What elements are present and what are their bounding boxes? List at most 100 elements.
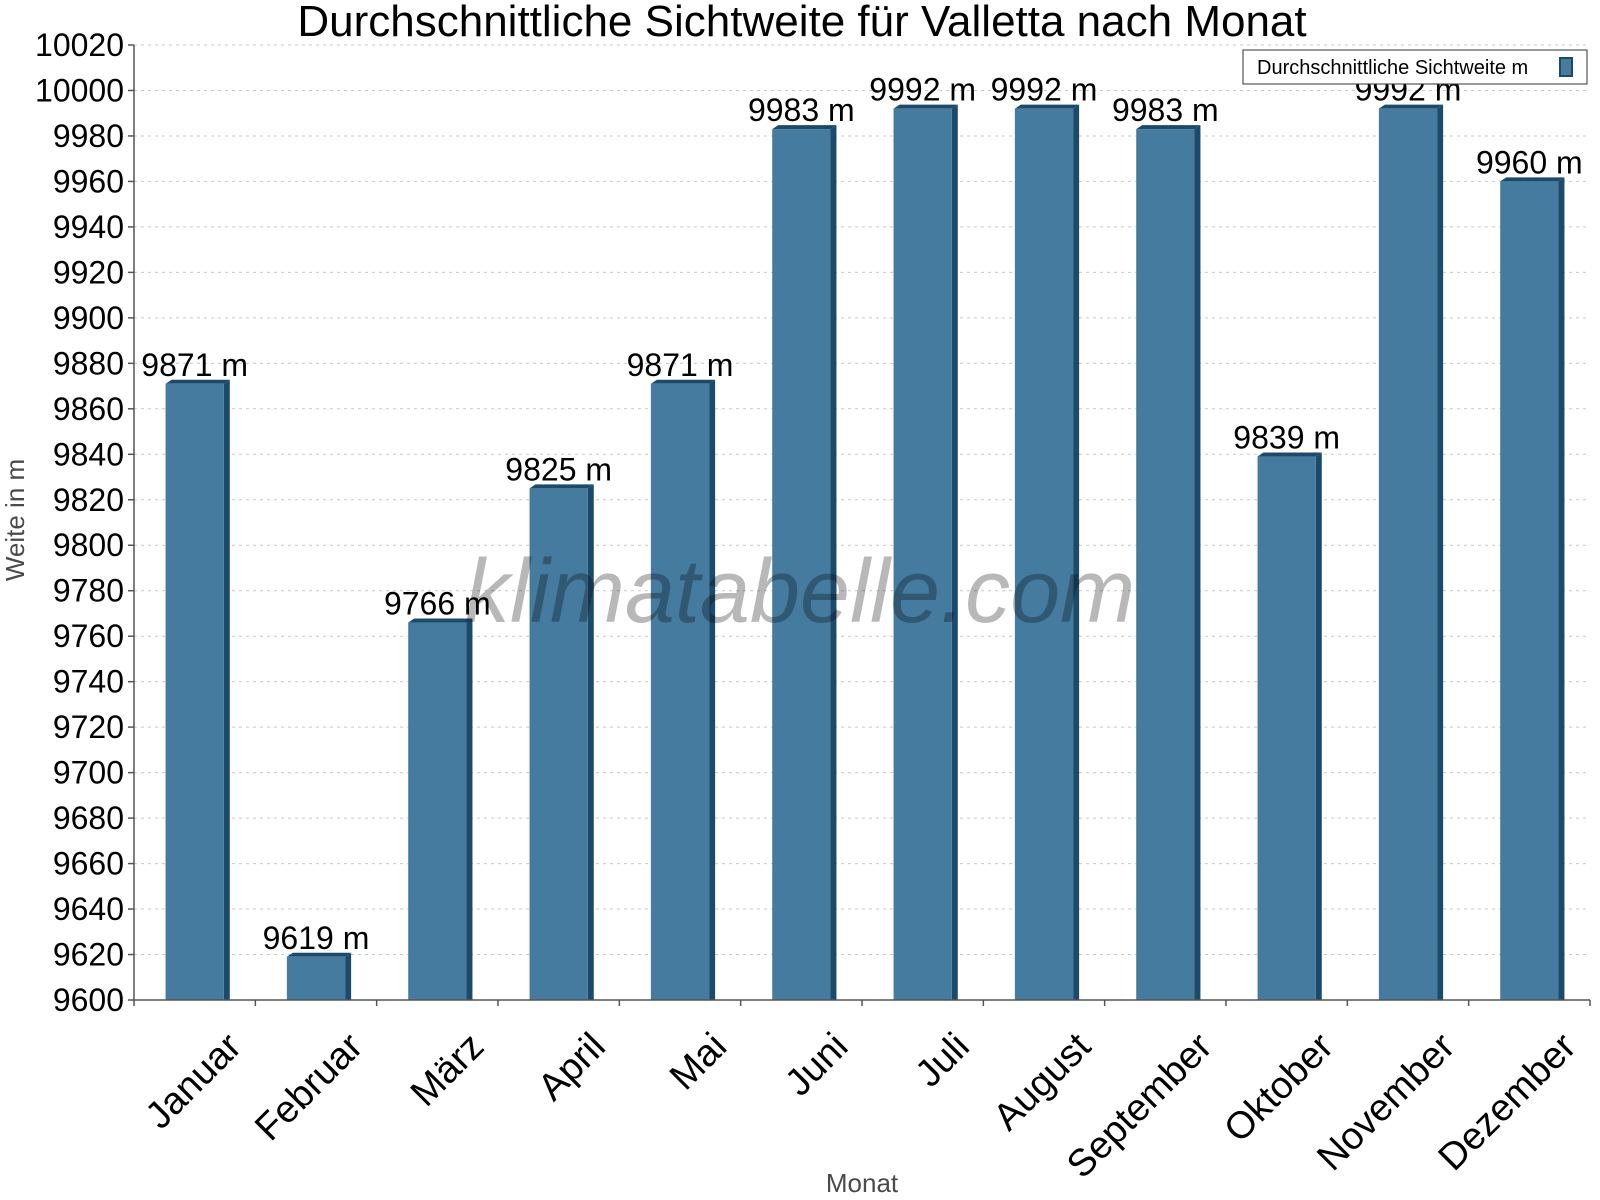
x-tick-label: August: [986, 1025, 1100, 1139]
bar: [165, 379, 230, 1000]
x-tick-label: Oktober: [1216, 1025, 1342, 1151]
bar: [1378, 104, 1444, 1000]
gridlines: [134, 44, 1590, 956]
y-tick-label: 10020: [35, 27, 124, 63]
legend-label: Durchschnittliche Sichtweite m: [1257, 57, 1528, 79]
watermark: klimatabelle.com: [465, 542, 1135, 642]
bar: [1500, 177, 1565, 1000]
y-tick-label: 9800: [53, 527, 124, 563]
bar-top: [1257, 452, 1322, 457]
bar-front: [286, 956, 346, 1000]
y-tick-label: 9720: [53, 709, 124, 745]
data-labels: 9871 m 9619 m 9766 m 9825 m 9871 m 9983 m 9992…: [141, 72, 1582, 956]
legend-swatch: [1559, 57, 1573, 77]
x-tick-label: Januar: [138, 1025, 250, 1137]
bar-top: [650, 379, 716, 384]
x-axis-title: Monat: [826, 1168, 899, 1198]
bar-front: [529, 488, 588, 1000]
bar-side: [587, 484, 594, 1001]
bar: [408, 618, 473, 1000]
y-tick-label: 9700: [53, 755, 124, 791]
y-tick-label: 9980: [53, 118, 124, 154]
y-tick-label: 9680: [53, 800, 124, 836]
bar-front: [408, 622, 467, 1000]
data-label: 9839 m: [1233, 420, 1340, 456]
bar-side: [1194, 125, 1201, 1000]
bar: [1014, 104, 1080, 1000]
bar-side: [830, 125, 837, 1000]
bar-front: [1014, 108, 1074, 1000]
data-label: 9619 m: [263, 920, 370, 956]
bar-top: [1136, 125, 1201, 130]
bar-front: [1136, 129, 1195, 1000]
bar: [772, 125, 837, 1000]
bar-front: [893, 108, 952, 1000]
bar-top: [1378, 104, 1444, 109]
y-tick-label: 9660: [53, 846, 124, 882]
legend: Durchschnittliche Sichtweite m: [1242, 49, 1588, 85]
bar-side: [951, 104, 958, 1000]
bars: [165, 104, 1565, 1001]
y-tick-label: 9760: [53, 618, 124, 654]
data-label: 9992 m: [869, 72, 976, 108]
bar-side: [709, 379, 716, 1000]
data-label: 9871 m: [141, 347, 248, 383]
chart-title: Durchschnittliche Sichtweite für Vallett…: [297, 0, 1306, 46]
y-tick-label: 9900: [53, 300, 124, 336]
bar-top: [1500, 177, 1565, 182]
bar-front: [165, 383, 224, 1000]
bar-side: [466, 618, 473, 1000]
y-tick-labels: 9600 9620 9640 9660 9680 9700 9720 9740 9760 9780…: [35, 27, 134, 1018]
data-label: 9825 m: [505, 451, 612, 487]
bar-front: [1500, 181, 1559, 1000]
y-tick-label: 9840: [53, 436, 124, 472]
bar-front: [1378, 108, 1438, 1000]
data-label: 9983 m: [1112, 92, 1219, 128]
y-tick-label: 9940: [53, 209, 124, 245]
bar-side: [223, 379, 230, 1000]
bar: [1257, 452, 1322, 1000]
y-tick-label: 9740: [53, 664, 124, 700]
data-label: 9983 m: [748, 92, 855, 128]
bar: [1136, 125, 1201, 1000]
y-tick-label: 9820: [53, 482, 124, 518]
x-tick-label: April: [530, 1025, 613, 1108]
bar-side: [1558, 177, 1565, 1000]
y-tick-label: 9920: [53, 254, 124, 290]
y-tick-label: 9860: [53, 391, 124, 427]
legend-box: [1242, 49, 1588, 85]
bar-side: [1315, 452, 1322, 1000]
x-tick-label: Mai: [662, 1025, 735, 1098]
x-tick-label: Juni: [777, 1025, 856, 1104]
bar-front: [772, 129, 831, 1000]
bar-front: [650, 383, 710, 1000]
bar-top: [772, 125, 837, 130]
y-tick-label: 9600: [53, 982, 124, 1018]
bar-side: [1437, 104, 1444, 1000]
bar-top: [893, 104, 958, 109]
y-axis-title: Weite in m: [0, 459, 30, 581]
data-label: 9992 m: [991, 72, 1098, 108]
data-label: 9960 m: [1476, 144, 1583, 180]
x-tick-label: Februar: [247, 1025, 371, 1149]
bar-top: [165, 379, 230, 384]
y-tick-label: 9960: [53, 163, 124, 199]
bar-top: [286, 952, 352, 957]
axes: [133, 45, 1591, 1006]
y-tick-label: 10000: [35, 72, 124, 108]
y-tick-label: 9620: [53, 937, 124, 973]
bar-side: [345, 952, 352, 1000]
y-tick-label: 9880: [53, 345, 124, 381]
y-tick-label: 9780: [53, 573, 124, 609]
bar: [893, 104, 958, 1000]
bar-top: [529, 484, 594, 489]
bar: [529, 484, 594, 1001]
bar-top: [1014, 104, 1080, 109]
bar: [286, 952, 352, 1000]
x-tick-label: März: [403, 1025, 492, 1114]
y-tick-label: 9640: [53, 891, 124, 927]
x-tick-label: Juli: [908, 1025, 978, 1095]
data-label: 9871 m: [627, 347, 734, 383]
